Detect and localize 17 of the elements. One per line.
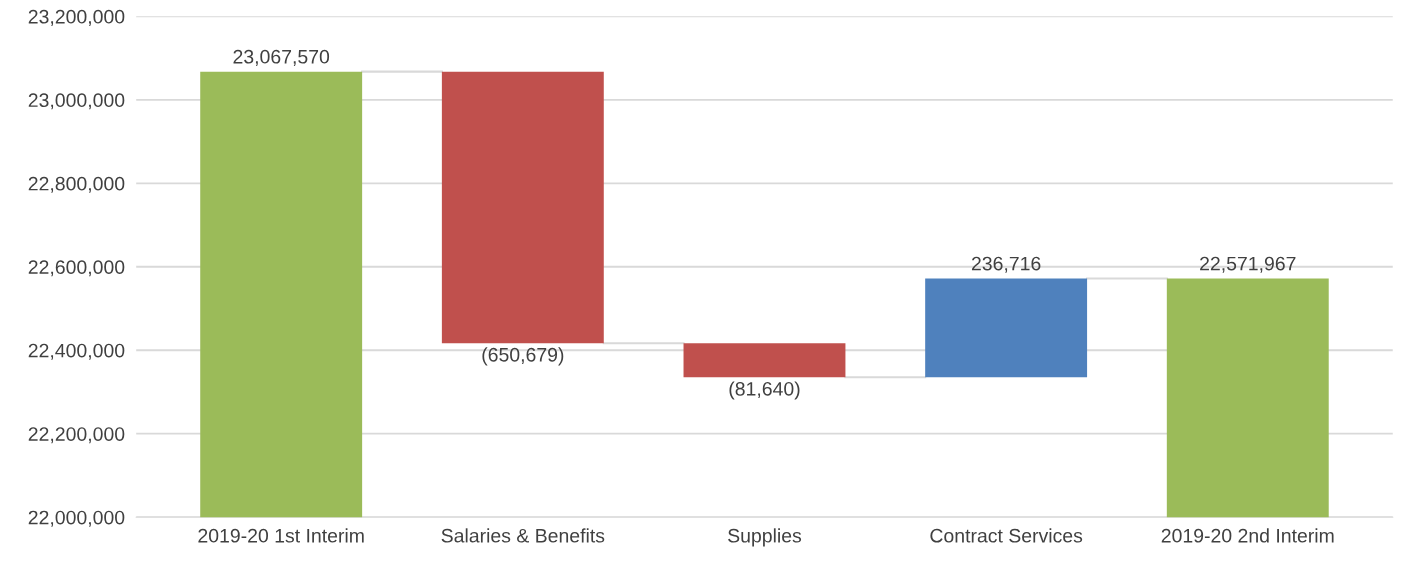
x-tick-label: 2019-20 1st Interim [198,528,364,543]
y-tick-label: 22,000,000 [28,510,125,527]
data-label: (650,679) [482,347,564,366]
data-label: 236,716 [971,256,1041,273]
data-label: 22,571,967 [1200,256,1296,273]
y-tick-label: 22,200,000 [28,427,125,444]
data-label: 23,067,570 [233,49,330,66]
y-tick-label: 23,000,000 [28,93,125,110]
data-label: (81,640) [729,381,800,400]
y-tick-label: 22,600,000 [28,260,125,277]
y-tick-label: 22,800,000 [28,176,125,193]
x-tick-label: Contract Services [930,528,1083,543]
x-tick-label: Salaries & Benefits [441,528,605,543]
y-tick-label: 22,400,000 [28,343,125,360]
y-tick-label: 23,200,000 [28,9,125,26]
x-tick-label: Supplies [728,528,802,547]
x-tick-label: 2019-20 2nd Interim [1161,528,1334,543]
